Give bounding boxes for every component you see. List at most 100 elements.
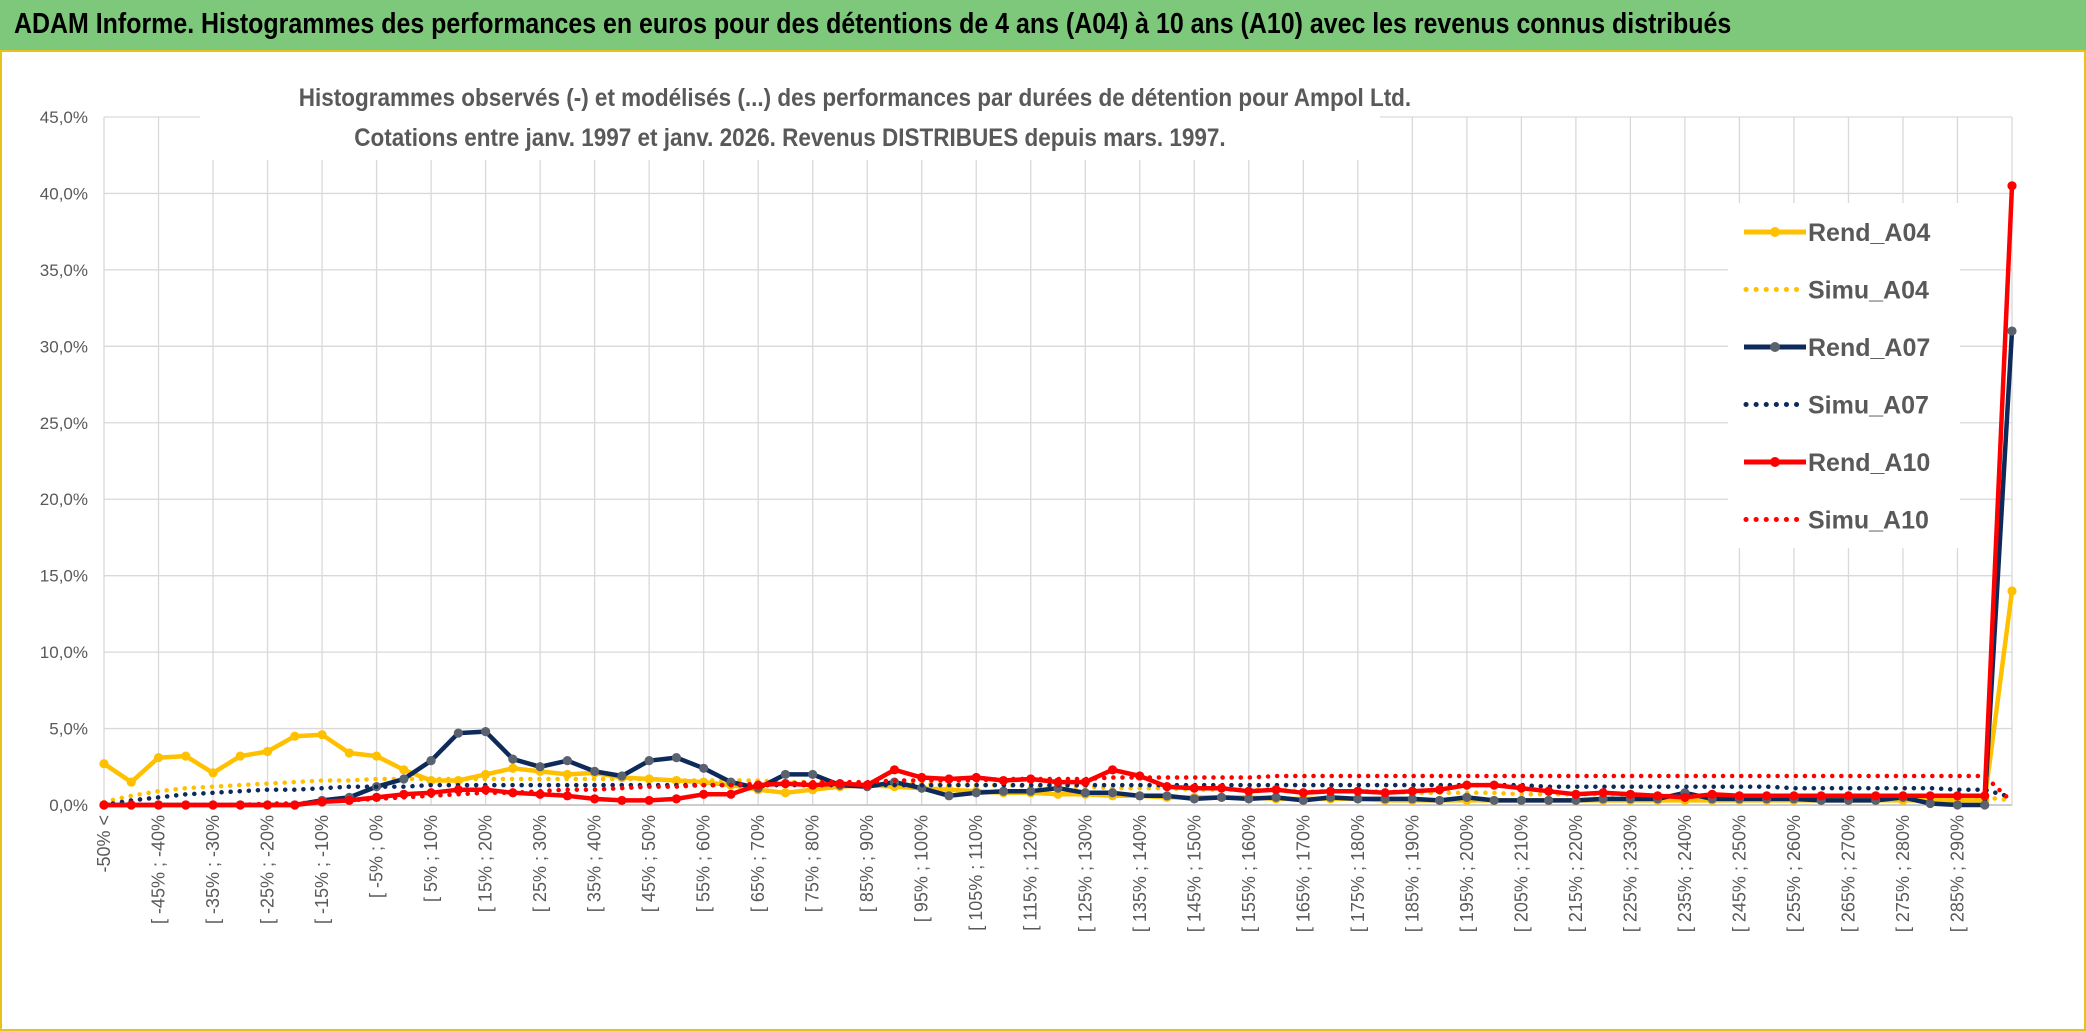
x-tick-label: [ 125% ; 130% [1075,815,1095,932]
data-point-rend-a10 [671,794,682,804]
data-point-rend-a04 [126,777,136,787]
x-tick-label: [ -45% ; -40% [149,815,169,924]
data-point-rend-a10 [1407,786,1417,796]
data-point-rend-a04 [208,768,218,778]
legend-marker-rend-a07 [1770,342,1780,352]
legend-marker-rend-a10 [1770,457,1780,467]
series-line-rend-a07 [104,330,2015,808]
x-tick-label: [ -5% ; 0% [367,815,387,898]
series-layer [99,181,2017,810]
data-point-rend-a07 [1489,795,1499,806]
data-point-rend-a07 [508,754,518,764]
y-tick-label: 40,0% [40,184,88,203]
data-point-rend-a07 [1189,794,1199,804]
data-point-rend-a10 [699,789,709,799]
legend-label-rend-a10: Rend_A10 [1808,449,1930,477]
chart-frame [0,52,2086,1031]
y-tick-label: 5,0% [49,720,88,739]
data-point-rend-a10 [1653,791,1663,801]
x-tick-label: [ 215% ; 220% [1566,815,1586,932]
data-point-rend-a04 [481,769,491,780]
data-point-rend-a07 [1162,791,1172,801]
data-point-rend-a07 [998,786,1009,796]
x-tick-label: [ -25% ; -20% [258,815,278,924]
data-point-rend-a07 [1925,798,1935,809]
x-tick-label: [ 175% ; 180% [1348,815,1368,932]
legend-label-simu-a10: Simu_A10 [1808,507,1929,535]
data-point-rend-a07 [1462,792,1472,802]
x-tick-label: [ 115% ; 120% [1021,815,1041,931]
data-point-rend-a10 [453,785,463,795]
data-point-rend-a07 [399,774,409,784]
data-point-rend-a04 [562,769,572,780]
series-line-simu-a10 [101,773,2015,808]
data-point-rend-a07 [1135,791,1145,801]
legend-label-simu-a04: Simu_A04 [1808,277,1929,305]
data-point-rend-a10 [1162,782,1172,792]
data-point-rend-a04 [181,751,191,761]
legend-label-simu-a07: Simu_A07 [1808,392,1929,420]
x-tick-label: [ 265% ; 270% [1838,815,1858,932]
data-point-rend-a04 [99,759,109,769]
data-point-rend-a07 [1080,788,1090,798]
x-tick-label: [ 165% ; 170% [1293,815,1313,932]
x-tick-label: [ 225% ; 230% [1620,815,1640,932]
series-line-rend-a04 [102,590,2015,803]
x-tick-label: [ 135% ; 140% [1130,815,1150,932]
x-tick-label: [ 275% ; 280% [1893,815,1913,932]
data-point-rend-a10 [1325,786,1336,796]
data-point-rend-a10 [1189,783,1199,793]
data-point-rend-a10 [617,795,627,806]
data-point-rend-a10 [1952,791,1963,801]
x-tick-label: [ 95% ; 100% [912,815,932,922]
x-tick-label: [ 245% ; 250% [1729,815,1749,932]
legend-marker-rend-a04 [1770,227,1780,237]
data-point-rend-a10 [1707,789,1717,799]
data-point-rend-a07 [1407,794,1417,804]
chart-subtitle: Cotations entre janv. 1997 et janv. 2026… [354,124,1225,152]
data-point-rend-a04 [317,730,327,740]
x-tick-label: [ 65% ; 70% [748,815,768,912]
data-point-rend-a04 [290,731,300,741]
data-point-rend-a07 [481,727,491,737]
data-point-rend-a10 [1680,792,1690,802]
data-point-rend-a10 [889,765,900,775]
x-tick-label: [ 195% ; 200% [1457,815,1477,932]
data-point-rend-a07 [590,766,600,776]
data-point-rend-a10 [1353,786,1363,796]
x-tick-label: [ 145% ; 150% [1184,815,1204,932]
y-tick-label: 10,0% [40,643,88,662]
x-tick-label: [ -35% ; -30% [203,815,223,924]
data-point-rend-a10 [1843,791,1854,801]
x-tick-label: [ 45% ; 50% [639,815,659,912]
data-point-rend-a07 [1271,792,1281,802]
data-point-rend-a04 [371,751,382,761]
data-point-rend-a07 [971,788,981,798]
data-point-rend-a07 [1353,794,1363,804]
x-tick-label: [ 85% ; 90% [857,815,877,912]
data-point-rend-a04 [235,751,245,761]
data-point-rend-a07 [1107,788,1118,798]
y-tick-label: 15,0% [40,567,88,586]
legend-label-rend-a07: Rend_A07 [1808,334,1930,362]
legend: Rend_A04 Simu_A04 Rend_A07 Simu_A07 Rend_A10… [1728,203,1960,548]
x-tick-label: [ 155% ; 160% [1239,815,1259,932]
data-point-rend-a07 [644,756,654,766]
data-point-rend-a10 [1435,785,1445,795]
data-point-rend-a10 [1871,791,1881,801]
data-point-rend-a10 [590,794,600,804]
legend-box [1728,203,1960,548]
data-point-rend-a07 [1435,795,1445,806]
data-point-rend-a10 [1816,791,1826,801]
x-tick-label: [ 55% ; 60% [694,815,714,912]
data-point-rend-a10 [1244,786,1254,796]
data-point-rend-a07 [1244,794,1254,804]
legend-label-rend-a04: Rend_A04 [1808,219,1930,247]
x-tick-label: [ 35% ; 40% [585,815,605,912]
data-point-rend-a07 [562,756,572,766]
data-point-rend-a07 [1026,786,1036,796]
data-point-rend-a10 [1462,780,1472,790]
y-tick-label: 35,0% [40,261,88,280]
x-tick-label: [ 285% ; 290% [1947,815,1967,932]
data-point-rend-a10 [1980,791,1990,801]
